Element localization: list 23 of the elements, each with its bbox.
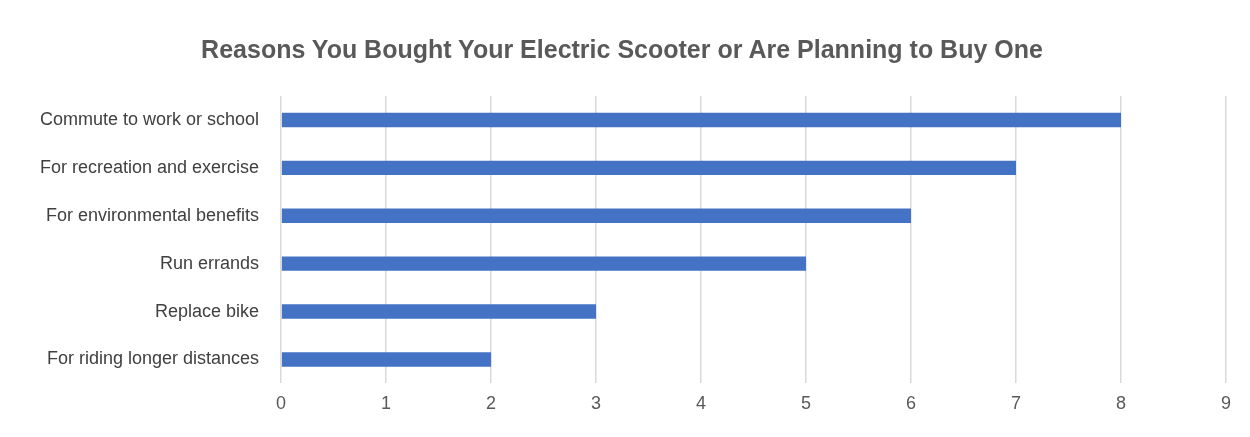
- x-tick-label: 1: [381, 393, 392, 414]
- y-tick-label: For recreation and exercise: [39, 156, 260, 177]
- bar: [281, 208, 912, 223]
- bar: [281, 256, 807, 271]
- y-tick-label: For riding longer distances: [46, 348, 260, 369]
- x-tick-label: 2: [486, 393, 497, 414]
- x-tick-label: 8: [1116, 393, 1127, 414]
- bar: [281, 352, 492, 367]
- x-tick-label: 7: [1011, 393, 1022, 414]
- bar: [281, 160, 1017, 176]
- y-tick-label: For environmental benefits: [45, 204, 260, 225]
- x-tick-label: 9: [1220, 393, 1232, 414]
- x-tick-label: 6: [906, 393, 917, 414]
- x-tick-label: 5: [801, 393, 812, 414]
- y-tick-label: Replace bike: [155, 300, 260, 321]
- bar: [281, 304, 597, 319]
- y-tick-label: Run errands: [160, 252, 260, 273]
- y-tick-label: Commute to work or school: [40, 108, 260, 129]
- bar: [281, 112, 1122, 128]
- x-tick-label: 0: [276, 393, 287, 414]
- chart-title: Reasons You Bought Your Electric Scooter or Are Planning to Buy One: [201, 34, 1043, 63]
- x-tick-label: 4: [696, 393, 707, 414]
- x-tick-label: 3: [591, 393, 602, 414]
